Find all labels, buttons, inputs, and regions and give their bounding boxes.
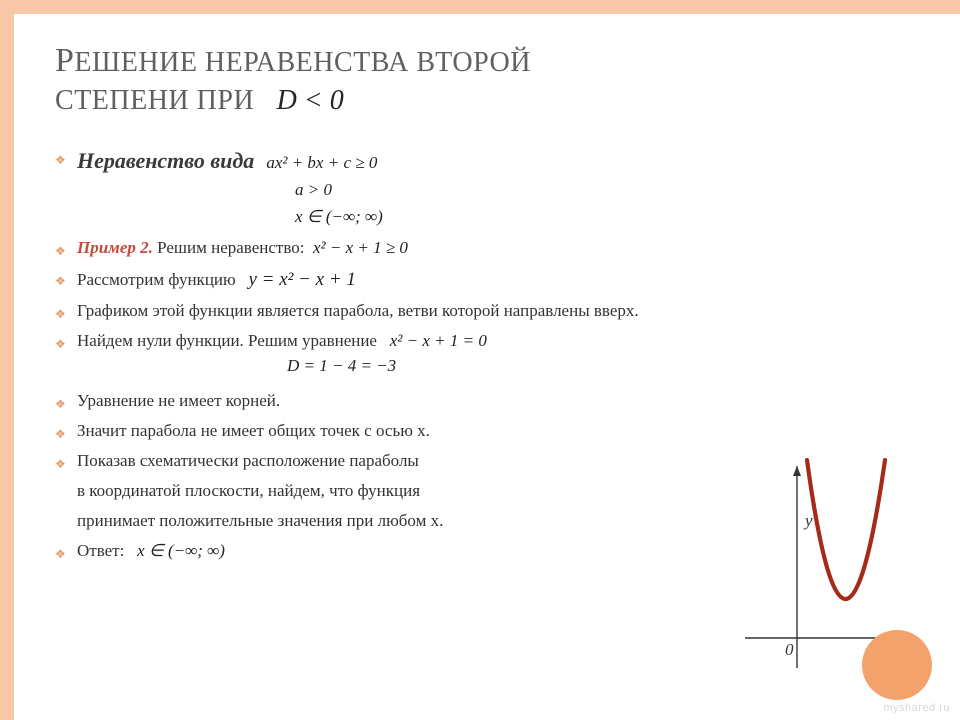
bullet-icon: ❖ bbox=[55, 267, 77, 289]
x-domain: x ∈ (−∞; ∞) bbox=[77, 206, 915, 229]
zeros-formula: x² − x + 1 = 0 bbox=[390, 331, 487, 350]
title-line2: СТЕПЕНИ ПРИ bbox=[55, 85, 254, 116]
title-line1: ЕШЕНИЕ НЕРАВЕНСТВА ВТОРОЙ bbox=[74, 47, 531, 78]
bullet-example: ❖ Пример 2. Решим неравенство: x² − x + … bbox=[55, 237, 915, 260]
bullet-icon: ❖ bbox=[55, 420, 77, 442]
bullet-find-zeros: ❖ Найдем нули функции. Решим уравнение x… bbox=[55, 330, 915, 384]
bullet-consider: ❖ Рассмотрим функцию y = x² − x + 1 bbox=[55, 267, 915, 293]
slide-title: РЕШЕНИЕ НЕРАВЕНСТВА ВТОРОЙ СТЕПЕНИ ПРИ D… bbox=[55, 40, 915, 118]
no-roots-text: Уравнение не имеет корней. bbox=[77, 390, 915, 413]
frame-top-border bbox=[0, 0, 960, 14]
answer-label: Ответ: bbox=[77, 541, 124, 560]
bullet-icon: ❖ bbox=[55, 390, 77, 412]
bullet-icon: ❖ bbox=[55, 237, 77, 259]
example-formula: x² − x + 1 ≥ 0 bbox=[313, 238, 408, 257]
answer-formula: x ∈ (−∞; ∞) bbox=[137, 541, 225, 560]
bullet-type: ❖ Неравенство вида ax² + bx + c ≥ 0 a > … bbox=[55, 146, 915, 230]
consider-formula: y = x² − x + 1 bbox=[248, 269, 355, 290]
y-axis-label: y bbox=[803, 511, 813, 530]
bullet-graph-desc: ❖ Графиком этой функции является парабол… bbox=[55, 300, 915, 323]
type-label: Неравенство вида bbox=[77, 148, 254, 173]
bullet-icon: ❖ bbox=[55, 540, 77, 562]
consider-text: Рассмотрим функцию bbox=[77, 270, 236, 289]
watermark-text: myshared.ru bbox=[883, 702, 950, 714]
graph-desc-text: Графиком этой функции является парабола,… bbox=[77, 300, 717, 323]
no-intersect-text: Значит парабола не имеет общих точек с о… bbox=[77, 420, 637, 443]
origin-label: 0 bbox=[785, 640, 794, 659]
bullet-no-roots: ❖ Уравнение не имеет корней. bbox=[55, 390, 915, 413]
frame-left-border bbox=[0, 0, 14, 720]
parabola-curve bbox=[807, 460, 885, 599]
discriminant-formula: D = 1 − 4 = −3 bbox=[77, 355, 915, 378]
title-condition-math: D < 0 bbox=[277, 85, 344, 116]
example-label: Пример 2. bbox=[77, 238, 153, 257]
y-axis-arrow-icon bbox=[793, 466, 801, 476]
accent-circle bbox=[862, 630, 932, 700]
example-rest: Решим неравенство: bbox=[153, 238, 305, 257]
bullet-icon: ❖ bbox=[55, 450, 77, 472]
title-first-letter: Р bbox=[55, 42, 74, 79]
bullet-icon: ❖ bbox=[55, 146, 77, 168]
bullet-icon: ❖ bbox=[55, 300, 77, 322]
bullet-icon: ❖ bbox=[55, 330, 77, 352]
find-zeros-text: Найдем нули функции. Решим уравнение bbox=[77, 331, 377, 350]
type-formula: ax² + bx + c ≥ 0 bbox=[266, 153, 377, 172]
bullet-no-intersect: ❖ Значит парабола не имеет общих точек с… bbox=[55, 420, 915, 443]
a-condition: a > 0 bbox=[77, 179, 915, 202]
